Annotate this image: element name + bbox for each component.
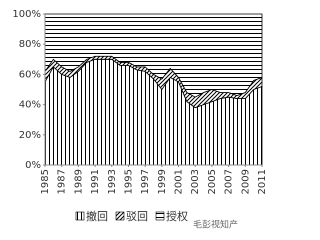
x-tick-label: 1985 [40,169,51,194]
y-tick-label: 40% [19,100,41,111]
x-tick-label: 1987 [57,169,68,194]
x-tick-label: 2005 [207,169,218,194]
y-tick-label: 80% [19,39,41,50]
x-tick-label: 2009 [240,169,251,194]
y-tick-label: 100% [12,9,41,20]
x-tick-label: 1989 [73,169,84,194]
x-tick-label: 1997 [140,169,151,194]
x-tick-label: 1993 [107,169,118,194]
y-tick-label: 0% [25,160,41,171]
legend-label: 授权 [166,209,188,223]
y-tick-label: 60% [19,69,41,80]
legend-swatch [75,211,85,221]
x-tick-label: 2003 [190,169,201,194]
x-tick-label: 1991 [90,169,101,194]
legend-swatch [155,211,165,221]
legend-label: 撤回 [86,209,108,223]
y-tick-label: 20% [19,130,41,141]
x-tick-label: 1999 [157,169,168,194]
legend-label: 驳回 [126,210,148,223]
x-tick-label: 1995 [123,169,134,194]
x-tick-label: 2011 [257,169,268,194]
x-tick-label: 2001 [174,169,185,194]
x-tick-label: 2007 [224,169,235,194]
area [44,13,263,98]
watermark: 毛彭视知产 [193,219,238,231]
chart: 毛彭视知产 0% 20% 40% 60% 80% 100% 1985 1987 1989 1991… [12,9,268,231]
legend-swatch [115,211,125,221]
